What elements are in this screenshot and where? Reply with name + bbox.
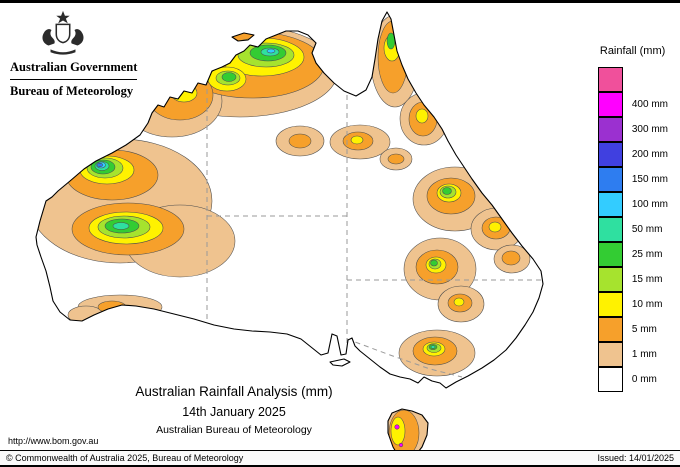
legend-swatch bbox=[597, 166, 623, 192]
coastline bbox=[35, 11, 544, 464]
legend-swatch bbox=[597, 341, 623, 367]
legend-row: 25 mm bbox=[597, 241, 668, 267]
bom-website-link[interactable]: http://www.bom.gov.au bbox=[8, 436, 99, 446]
legend-row: 300 mm bbox=[597, 116, 668, 142]
legend-row: 150 mm bbox=[597, 166, 668, 192]
legend-row: 50 mm bbox=[597, 216, 668, 242]
legend-label: 0 mm bbox=[631, 374, 657, 385]
legend-label: 5 mm bbox=[631, 324, 657, 335]
bureau-title: Bureau of Meteorology bbox=[10, 84, 134, 98]
map-title: Australian Rainfall Analysis (mm) bbox=[135, 384, 333, 399]
legend-swatch bbox=[597, 91, 623, 117]
rainfall-legend: Rainfall (mm) 400 mm 300 mm 200 mm 150 mm 10… bbox=[597, 45, 668, 392]
legend-label: 25 mm bbox=[631, 249, 663, 260]
legend-label: 50 mm bbox=[631, 224, 663, 235]
legend-label: 150 mm bbox=[631, 174, 668, 185]
australia-rainfall-map bbox=[35, 11, 544, 464]
government-logo-block: Australian Government Bureau of Meteorol… bbox=[10, 9, 160, 99]
state-borders bbox=[206, 71, 541, 378]
legend-label: 100 mm bbox=[631, 199, 668, 210]
legend-swatch bbox=[597, 116, 623, 142]
legend-swatch bbox=[597, 241, 623, 267]
legend-row: 1 mm bbox=[597, 341, 668, 367]
legend-swatch bbox=[597, 191, 623, 217]
legend-row: 0 mm bbox=[597, 366, 668, 392]
map-title-block: Australian Rainfall Analysis (mm) 14th J… bbox=[115, 384, 353, 436]
legend-swatch bbox=[597, 141, 623, 167]
legend-row: 5 mm bbox=[597, 316, 668, 342]
footer-bar: © Commonwealth of Australia 2025, Bureau… bbox=[0, 450, 680, 467]
legend-label: 400 mm bbox=[631, 99, 668, 110]
legend-rows: 400 mm 300 mm 200 mm 150 mm 100 mm 50 mm 25 mm… bbox=[597, 66, 668, 392]
legend-row: 100 mm bbox=[597, 191, 668, 217]
legend-row: 200 mm bbox=[597, 141, 668, 167]
coat-of-arms-icon bbox=[42, 10, 84, 55]
legend-swatch bbox=[597, 266, 623, 292]
legend-label: 200 mm bbox=[631, 149, 668, 160]
legend-row: 15 mm bbox=[597, 266, 668, 292]
legend-row: 10 mm bbox=[597, 291, 668, 317]
legend-swatch bbox=[597, 66, 623, 92]
logo-divider bbox=[10, 79, 137, 80]
legend-label: 300 mm bbox=[631, 124, 668, 135]
legend-label: 1 mm bbox=[631, 349, 657, 360]
map-date: 14th January 2025 bbox=[182, 405, 286, 419]
copyright-text: © Commonwealth of Australia 2025, Bureau… bbox=[6, 453, 244, 463]
legend-swatch bbox=[597, 366, 623, 392]
government-title: Australian Government bbox=[10, 60, 138, 74]
legend-label: 10 mm bbox=[631, 299, 663, 310]
legend-swatch bbox=[597, 316, 623, 342]
legend-row bbox=[597, 66, 668, 92]
legend-swatch bbox=[597, 216, 623, 242]
legend-title: Rainfall (mm) bbox=[599, 45, 666, 57]
legend-row: 400 mm bbox=[597, 91, 668, 117]
map-subtitle: Australian Bureau of Meteorology bbox=[156, 424, 312, 436]
legend-label: 15 mm bbox=[631, 274, 663, 285]
issued-text: Issued: 14/01/2025 bbox=[597, 453, 674, 463]
legend-swatch bbox=[597, 291, 623, 317]
